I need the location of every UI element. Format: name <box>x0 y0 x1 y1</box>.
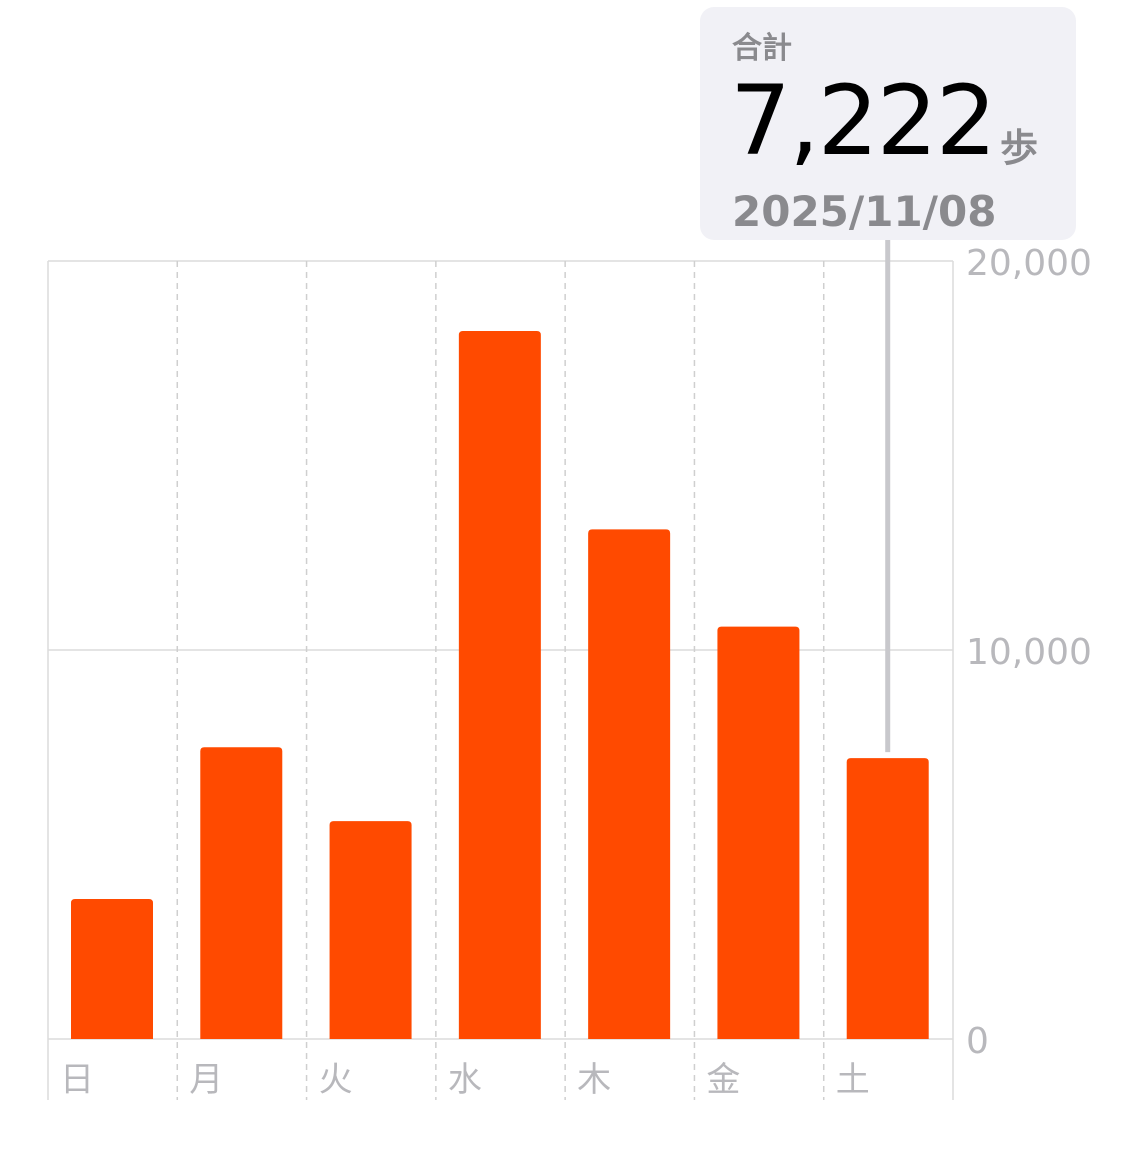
tooltip-date: 2025/11/08 <box>732 187 997 236</box>
y-tick-label: 0 <box>966 1021 989 1062</box>
x-tick-label: 水 <box>448 1060 482 1100</box>
bar <box>717 626 800 1039</box>
bar <box>200 747 283 1039</box>
x-tick-label: 月 <box>189 1060 223 1100</box>
x-tick-label: 木 <box>577 1060 611 1100</box>
x-tick-label: 日 <box>60 1060 94 1100</box>
x-tick-label: 土 <box>836 1060 870 1100</box>
bar <box>458 331 541 1039</box>
y-tick-label: 10,000 <box>966 632 1092 673</box>
bar <box>329 821 412 1039</box>
bar <box>846 758 929 1039</box>
tooltip-unit: 歩 <box>1000 126 1039 170</box>
bar <box>588 529 671 1039</box>
tooltip-label: 合計 <box>732 31 792 66</box>
bar <box>71 898 153 1039</box>
y-tick-label: 20,000 <box>966 243 1092 284</box>
selection-tooltip: 合計 7,222 歩 2025/11/08 <box>700 7 1076 240</box>
tooltip-value: 7,222 <box>730 65 997 177</box>
x-tick-label: 金 <box>706 1060 740 1100</box>
x-tick-label: 火 <box>319 1060 353 1100</box>
